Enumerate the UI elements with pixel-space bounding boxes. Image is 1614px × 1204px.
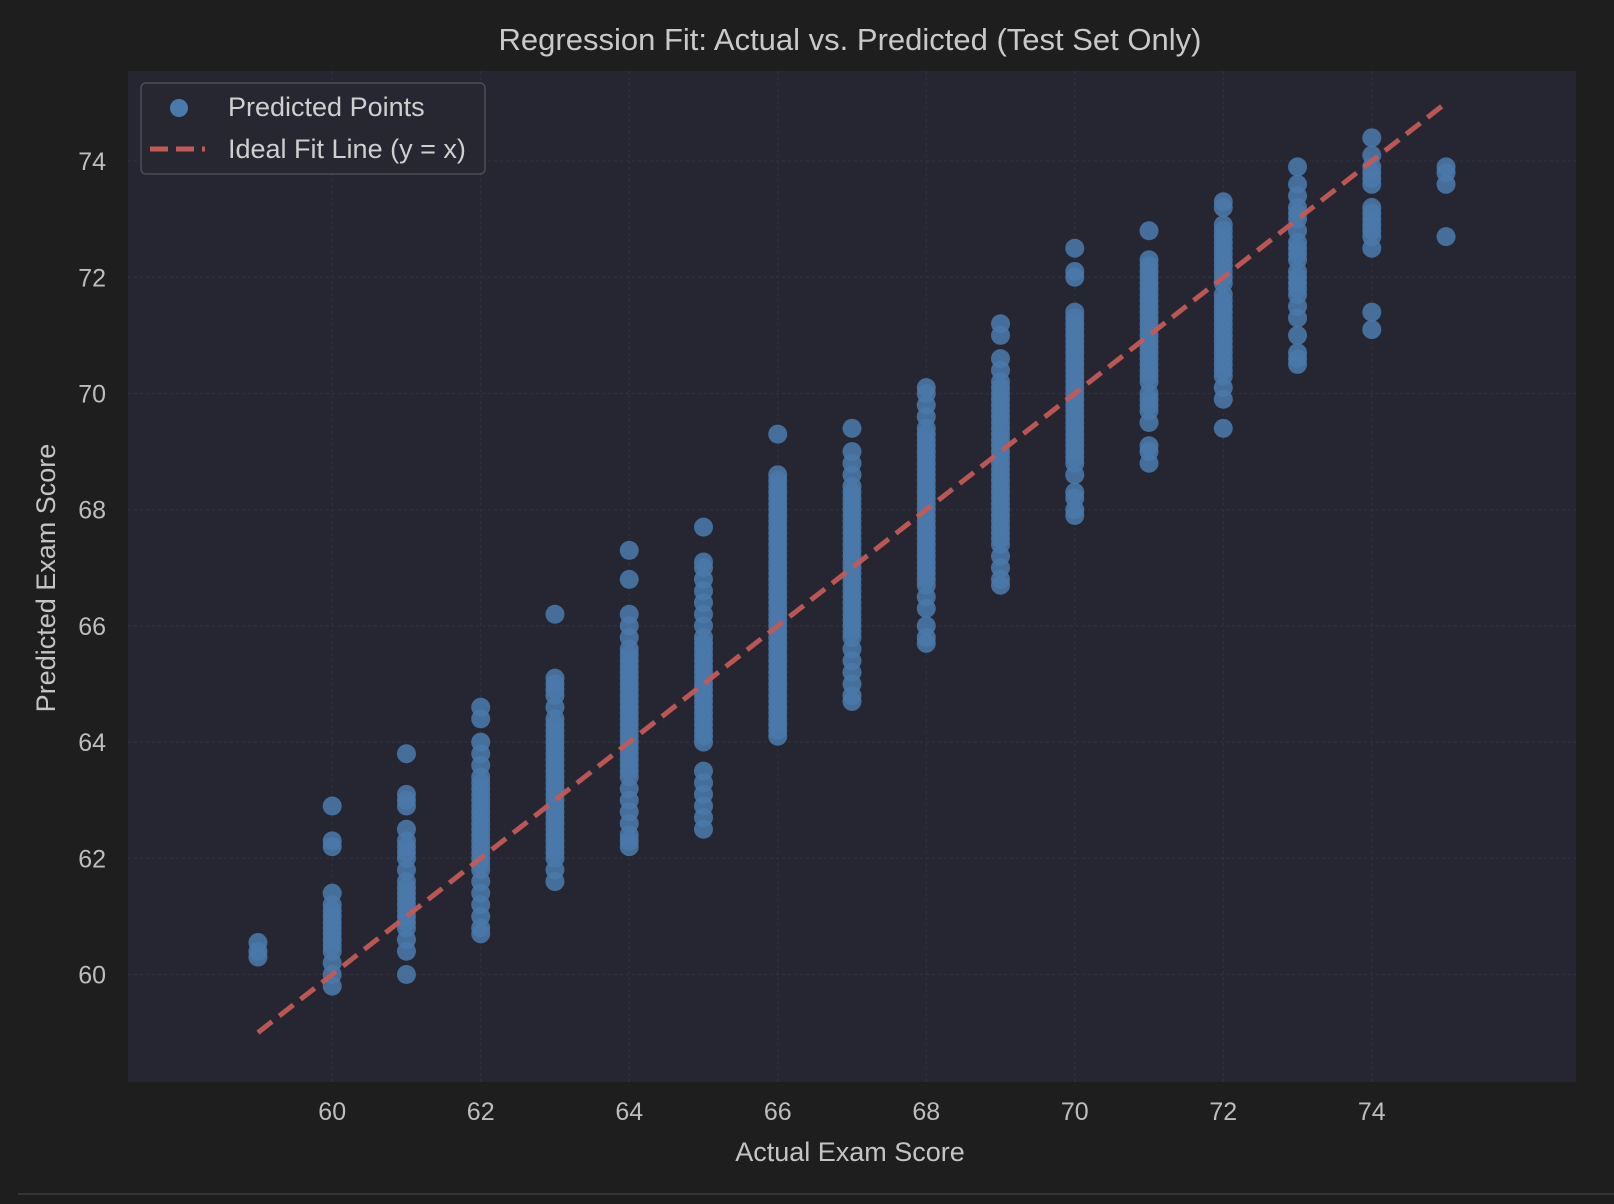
y-tick-label: 72: [78, 264, 106, 292]
data-point: [1362, 302, 1382, 322]
data-point: [396, 819, 416, 839]
data-point: [842, 418, 862, 438]
data-point: [768, 424, 788, 444]
data-point: [1065, 482, 1085, 502]
data-point: [916, 616, 936, 636]
x-tick-label: 60: [318, 1098, 346, 1126]
data-point: [322, 796, 342, 816]
y-tick-label: 68: [78, 497, 106, 525]
y-tick-label: 70: [78, 380, 106, 408]
data-point: [1436, 157, 1456, 177]
data-point: [1213, 418, 1233, 438]
data-point: [768, 465, 788, 485]
data-point: [1065, 238, 1085, 258]
data-point: [1288, 343, 1308, 363]
data-point: [396, 744, 416, 764]
data-point: [1065, 261, 1085, 281]
data-point: [1362, 128, 1382, 148]
data-point: [693, 552, 713, 572]
data-point: [1065, 302, 1085, 322]
data-point: [991, 314, 1011, 334]
data-point: [545, 604, 565, 624]
data-point: [1362, 320, 1382, 340]
bottom-divider: [18, 1193, 1614, 1195]
data-point: [471, 732, 491, 752]
data-point: [916, 378, 936, 398]
ideal-fit-line: [256, 100, 1448, 1035]
y-tick-label: 66: [78, 613, 106, 641]
y-tick-label: 74: [78, 148, 106, 176]
data-point: [619, 604, 639, 624]
legend-box: [140, 82, 486, 175]
data-point: [1436, 227, 1456, 247]
data-point: [248, 933, 268, 953]
data-point: [322, 883, 342, 903]
data-point: [322, 831, 342, 851]
data-point: [471, 697, 491, 717]
y-tick-label: 60: [78, 962, 106, 990]
x-tick-label: 62: [467, 1098, 495, 1126]
y-axis-label: Predicted Exam Score: [31, 444, 61, 713]
data-point: [396, 965, 416, 985]
legend: Predicted Points Ideal Fit Line (y = x): [140, 82, 486, 175]
x-tick-label: 68: [912, 1098, 940, 1126]
data-point: [1288, 157, 1308, 177]
data-point: [1288, 325, 1308, 345]
data-point: [619, 569, 639, 589]
data-point: [991, 349, 1011, 369]
x-tick-label: 70: [1061, 1098, 1089, 1126]
data-point: [396, 784, 416, 804]
x-tick-label: 72: [1209, 1098, 1237, 1126]
data-point: [1288, 174, 1308, 194]
data-point: [1213, 192, 1233, 212]
data-point: [1139, 250, 1159, 270]
y-tick-label: 64: [78, 729, 106, 757]
legend-label-ideal-fit-line: Ideal Fit Line (y = x): [228, 134, 466, 164]
data-point: [842, 442, 862, 462]
x-tick-label: 64: [615, 1098, 643, 1126]
data-point: [1362, 198, 1382, 218]
data-point: [545, 668, 565, 688]
data-point: [1213, 215, 1233, 235]
y-tick-label: 62: [78, 845, 106, 873]
data-point: [1139, 221, 1159, 241]
legend-marker-predicted-points: [170, 99, 188, 117]
data-point: [619, 540, 639, 560]
x-tick-label: 74: [1358, 1098, 1386, 1126]
x-axis-label: Actual Exam Score: [735, 1137, 965, 1167]
data-point: [693, 517, 713, 537]
legend-label-predicted-points: Predicted Points: [228, 92, 425, 122]
x-tick-label: 66: [764, 1098, 792, 1126]
data-point: [1139, 436, 1159, 456]
chart-title: Regression Fit: Actual vs. Predicted (Te…: [499, 22, 1202, 57]
data-point: [693, 761, 713, 781]
tick-labels: 60 62 64 66 68 70 72 74 60 62 64 66 68 70 72 74: [78, 148, 1386, 1126]
